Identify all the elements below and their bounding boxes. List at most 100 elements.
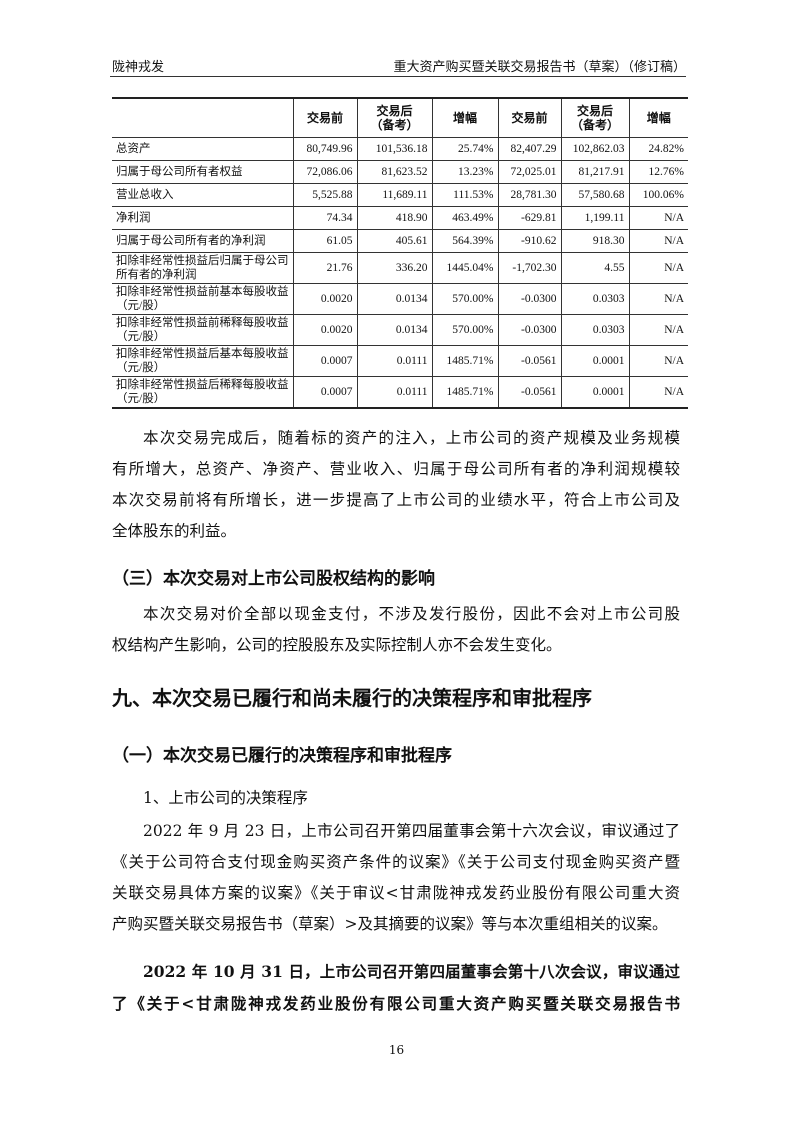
cell-value: 13.23% [431,160,499,184]
header-left: 陇神戎发 [112,60,165,75]
cell-value: N/A [628,345,688,377]
header-right: 重大资产购买暨关联交易报告书（草案）（修订稿） [393,60,686,75]
cell-value: 564.39% [431,229,499,253]
cell-value: 570.00% [431,314,499,346]
cell-value: 72,025.01 [497,160,562,184]
row-label: 扣除非经常性损益后稀释每股收益（元/股） [112,376,294,409]
table-row: 扣除非经常性损益前稀释每股收益（元/股） 0.0020 0.0134 570.00% -… [112,314,688,346]
paragraph-line: 了《关于<甘肃陇神戎发药业股份有限公司重大资产购买暨关联交易报告书 [112,994,680,1013]
row-label: 扣除非经常性损益前稀释每股收益（元/股） [112,314,294,346]
paragraph-line: 《关于公司符合支付现金购买资产条件的议案》《关于公司支付现金购买资产暨 [112,853,680,871]
cell-value: -629.81 [497,206,562,230]
table-row: 归属于母公司所有者权益 72,086.06 81,623.52 13.23% 72,02… [112,160,688,184]
table-row: 扣除非经常性损益后归属于母公司所有者的净利润 21.76 336.20 1445.04… [112,252,688,284]
table-row: 扣除非经常性损益前基本每股收益（元/股） 0.0020 0.0134 570.00% -… [112,283,688,315]
cell-value: 1485.71% [431,376,499,409]
row-label: 净利润 [112,206,294,230]
cell-value: 100.06% [628,183,688,207]
cell-value: 61.05 [292,229,358,253]
cell-value: 0.0020 [292,283,358,315]
row-label: 营业总收入 [112,183,294,207]
cell-value: 336.20 [356,252,433,284]
table-row: 扣除非经常性损益后稀释每股收益（元/股） 0.0007 0.0111 1485.71%… [112,376,688,409]
cell-value: 0.0111 [356,345,433,377]
cell-value: 5,525.88 [292,183,358,207]
cell-value: 101,536.18 [356,137,433,161]
table-row: 净利润 74.34 418.90 463.49% -629.81 1,199.11 N/A [112,206,688,230]
cell-value: 21.76 [292,252,358,284]
cell-value: 4.55 [560,252,630,284]
cell-value: 74.34 [292,206,358,230]
cell-value: 0.0134 [356,283,433,315]
cell-value: N/A [628,314,688,346]
cell-value: 0.0303 [560,283,630,315]
cell-value: 0.0007 [292,376,358,409]
section-heading: （一）本次交易已履行的决策程序和审批程序 [112,746,452,766]
cell-value: 57,580.68 [560,183,630,207]
table-row: 扣除非经常性损益后基本每股收益（元/股） 0.0007 0.0111 1485.71%… [112,345,688,377]
column-header: 交易后 （备考） [356,97,433,138]
cell-value: 463.49% [431,206,499,230]
table-row: 总资产 80,749.96 101,536.18 25.74% 82,407.29 102… [112,137,688,161]
cell-value: 918.30 [560,229,630,253]
row-label: 扣除非经常性损益后基本每股收益（元/股） [112,345,294,377]
cell-value: 0.0134 [356,314,433,346]
cell-value: 0.0001 [560,345,630,377]
cell-value: 0.0001 [560,376,630,409]
column-header: 交易前 [497,97,562,138]
row-label: 总资产 [112,137,294,161]
cell-value: -1,702.30 [497,252,562,284]
subsection-label: 1、上市公司的决策程序 [143,789,308,807]
column-header: 增幅 [628,97,688,138]
paragraph-line: 本次交易对价全部以现金支付，不涉及发行股份，因此不会对上市公司股 [143,605,680,623]
table-row: 归属于母公司所有者的净利润 61.05 405.61 564.39% -910.62 91… [112,229,688,253]
cell-value: 11,689.11 [356,183,433,207]
cell-value: 111.53% [431,183,499,207]
cell-value: 12.76% [628,160,688,184]
header-rule [110,76,686,77]
cell-value: 1,199.11 [560,206,630,230]
paragraph-line: 2022 年 9 月 23 日，上市公司召开第四届董事会第十六次会议，审议通过了 [143,822,680,840]
cell-value: 418.90 [356,206,433,230]
paragraph-line: 本次交易完成后，随着标的资产的注入，上市公司的资产规模及业务规模 [143,429,680,447]
cell-value: N/A [628,283,688,315]
paragraph-line: 权结构产生影响，公司的控股股东及实际控制人亦不会发生变化。 [112,636,562,654]
cell-value: -0.0561 [497,345,562,377]
paragraph-line: 2022 年 10 月 31 日，上市公司召开第四届董事会第十八次会议，审议通过 [143,962,680,981]
column-header [112,97,294,138]
section-heading: （三）本次交易对上市公司股权结构的影响 [112,569,435,589]
cell-value: 72,086.06 [292,160,358,184]
paragraph-line: 全体股东的利益。 [112,522,237,540]
paragraph-line: 产购买暨关联交易报告书（草案）>及其摘要的议案》等与本次重组相关的议案。 [112,915,668,933]
paragraph-line: 关联交易具体方案的议案》《关于审议<甘肃陇神戎发药业股份有限公司重大资 [112,884,680,902]
paragraph-line: 本次交易前将有所增长，进一步提高了上市公司的业绩水平，符合上市公司及 [112,491,680,509]
cell-value: N/A [628,376,688,409]
cell-value: 570.00% [431,283,499,315]
cell-value: 82,407.29 [497,137,562,161]
cell-value: 0.0303 [560,314,630,346]
column-header: 交易前 [292,97,358,138]
cell-value: 0.0007 [292,345,358,377]
row-label: 归属于母公司所有者权益 [112,160,294,184]
cell-value: N/A [628,229,688,253]
cell-value: 405.61 [356,229,433,253]
cell-value: 0.0020 [292,314,358,346]
financial-comparison-table: 交易前 交易后 （备考） 增幅 交易前 交易后 （备考） 增幅 总资产 80,749.96 1… [112,97,688,409]
cell-value: -0.0561 [497,376,562,409]
page-number: 16 [388,1043,405,1057]
cell-value: 28,781.30 [497,183,562,207]
cell-value: 0.0111 [356,376,433,409]
cell-value: N/A [628,206,688,230]
cell-value: 80,749.96 [292,137,358,161]
paragraph-line: 有所增大，总资产、净资产、营业收入、归属于母公司所有者的净利润规模较 [112,460,680,478]
cell-value: 81,217.91 [560,160,630,184]
cell-value: 1445.04% [431,252,499,284]
column-header: 交易后 （备考） [560,97,630,138]
cell-value: -910.62 [497,229,562,253]
cell-value: 102,862.03 [560,137,630,161]
cell-value: -0.0300 [497,283,562,315]
chapter-heading: 九、本次交易已履行和尚未履行的决策程序和审批程序 [112,686,592,710]
cell-value: 25.74% [431,137,499,161]
cell-value: 24.82% [628,137,688,161]
row-label: 扣除非经常性损益前基本每股收益（元/股） [112,283,294,315]
